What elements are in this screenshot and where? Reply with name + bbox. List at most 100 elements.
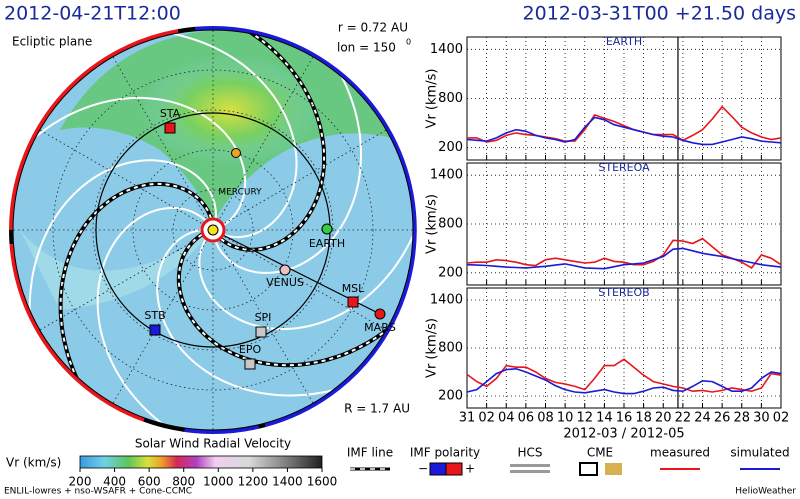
colorbar-tick-label: 800 <box>172 475 195 489</box>
polarity-neg <box>429 462 447 476</box>
x-tick-label: 16 <box>616 411 633 426</box>
grid-ray <box>112 229 214 404</box>
grid-circle <box>172 189 254 271</box>
y-tick-label: 200 <box>438 265 463 280</box>
lon-label: lon = 150 <box>337 41 396 55</box>
sun <box>207 224 219 236</box>
legend-label: − <box>418 462 428 476</box>
polarity-arc <box>9 243 145 422</box>
plane-label: Ecliptic plane <box>12 35 92 49</box>
right-title: 2012-03-31T00 +21.50 days <box>523 3 796 25</box>
grid-ray <box>112 56 214 231</box>
polarity-arc <box>9 229 14 245</box>
body-label: EARTH <box>309 237 345 250</box>
colorbar-title: Solar Wind Radial Velocity <box>135 437 291 451</box>
y-tick-label: 800 <box>438 217 463 232</box>
left-title: 2012-04-21T12:00 <box>4 3 181 25</box>
x-tick-label: 08 <box>537 411 554 426</box>
y-axis-label: Vr (km/s) <box>425 194 440 254</box>
legend-label: CME <box>587 446 613 460</box>
disk-border <box>12 29 414 431</box>
hcs-sample <box>510 464 550 467</box>
footer-right: HelioWeather <box>735 487 796 497</box>
legend-label: + <box>465 462 475 476</box>
R-label: R = 1.7 AU <box>344 402 410 416</box>
hcs-sample <box>510 470 550 473</box>
grid-ray <box>212 56 314 231</box>
x-tick-label: 14 <box>596 411 613 426</box>
imf-line <box>13 96 247 226</box>
grid-ray <box>212 229 387 331</box>
imf-line <box>198 203 413 331</box>
lon-unit: 0 <box>406 38 411 47</box>
panel-title: STEREOB <box>598 286 649 299</box>
colorbar <box>79 455 323 469</box>
polarity-arc <box>257 423 266 429</box>
earth-marker <box>321 223 333 235</box>
y-tick-label: 1400 <box>430 293 463 308</box>
series-line <box>466 247 782 270</box>
body-label: VENUS <box>266 276 304 289</box>
x-tick-label: 28 <box>733 411 750 426</box>
y-axis-label: Vr (km/s) <box>425 69 440 129</box>
legend-label: IMF line <box>347 446 393 460</box>
body-label: MARS <box>364 321 396 334</box>
sta-marker <box>164 122 176 134</box>
colorbar-tick-label: 1400 <box>272 475 303 489</box>
rim <box>9 26 417 434</box>
x-tick-label: 24 <box>694 411 711 426</box>
body-label: MSL <box>342 282 365 295</box>
y-tick-label: 800 <box>438 341 463 356</box>
x-tick-label: 12 <box>576 411 593 426</box>
grid-ray <box>212 129 387 231</box>
polarity-arc <box>177 26 196 34</box>
polarity-arc <box>195 26 417 428</box>
imf-line <box>28 159 217 345</box>
x-tick-label: 06 <box>518 411 535 426</box>
series-line <box>466 116 782 146</box>
cme-sample <box>579 462 598 476</box>
imf-line <box>156 229 366 397</box>
cme-sample <box>605 463 622 475</box>
panel-title: STEREOA <box>598 161 650 174</box>
x-axis-label: 2012-03 / 2012-05 <box>563 427 684 442</box>
x-tick-label: 02 <box>478 411 495 426</box>
imf-line <box>220 30 326 251</box>
legend-label: simulated <box>730 446 789 460</box>
legend-label: measured <box>650 446 710 460</box>
grid-ray <box>212 229 314 404</box>
x-tick-label: 20 <box>655 411 672 426</box>
body-label: SPI <box>255 311 272 324</box>
colorbar-tick-label: 400 <box>103 475 126 489</box>
colorbar-tick-label: 1600 <box>307 475 338 489</box>
stb-marker <box>149 324 161 336</box>
y-tick-label: 200 <box>438 140 463 155</box>
colorbar-tick-label: 1200 <box>238 475 269 489</box>
grid-ray <box>39 229 214 331</box>
x-tick-label: 26 <box>714 411 731 426</box>
body-label: STA <box>160 107 181 120</box>
spi-marker <box>255 326 267 338</box>
legend-label: HCS <box>517 446 542 460</box>
imf-line <box>139 30 298 239</box>
x-tick-label: 04 <box>498 411 515 426</box>
grid-ray <box>39 129 214 231</box>
imf-line <box>177 233 412 367</box>
x-tick-label: 18 <box>635 411 652 426</box>
imf-line <box>59 182 212 406</box>
polarity-arc <box>184 424 259 434</box>
grid-circle <box>52 69 374 391</box>
r-label: r = 0.72 AU <box>338 21 408 35</box>
y-axis-label: Vr (km/s) <box>425 318 440 378</box>
fast-core <box>140 55 320 165</box>
polarity-pos <box>445 462 463 476</box>
x-tick-label: 30 <box>753 411 770 426</box>
msl-marker <box>347 296 359 308</box>
y-tick-label: 1400 <box>430 42 463 57</box>
legend-label: IMF polarity <box>410 446 480 460</box>
grid-circle <box>132 149 294 311</box>
x-tick-label: 02 <box>773 411 790 426</box>
x-tick-label: 31 <box>459 411 476 426</box>
y-tick-label: 800 <box>438 91 463 106</box>
